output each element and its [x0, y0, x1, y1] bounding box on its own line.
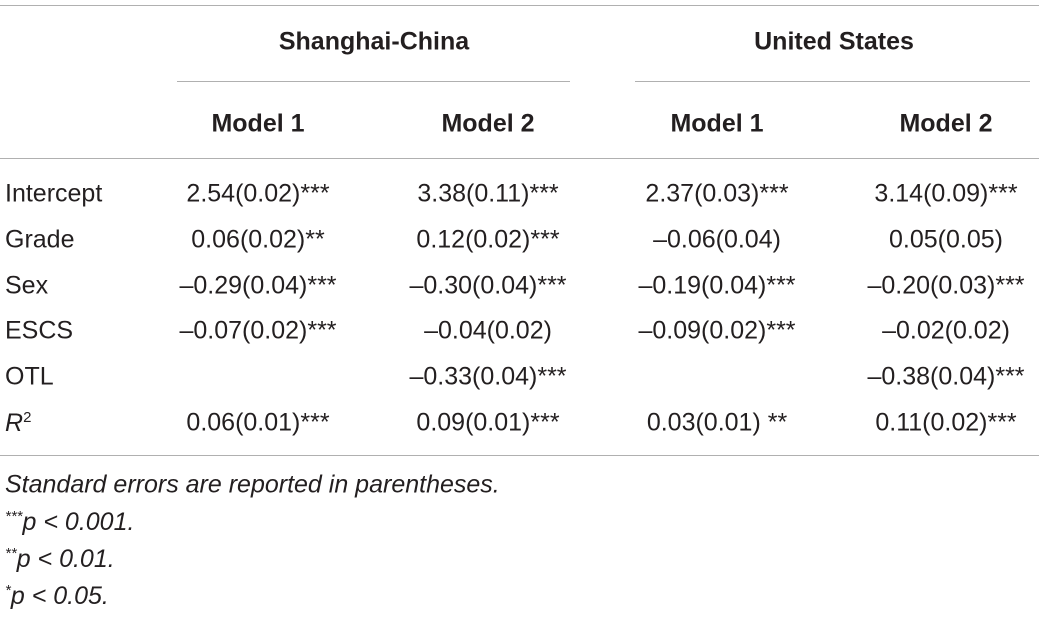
- rule: [0, 5, 1039, 6]
- footnote-text: Standard errors are reported in parenthe…: [5, 470, 500, 499]
- row-label-sup: 2: [23, 409, 32, 426]
- footnote: ***p < 0.001.: [5, 509, 134, 535]
- cell: –0.19(0.04)***: [638, 271, 796, 300]
- model-header: Model 2: [441, 109, 535, 138]
- group-header: United States: [754, 27, 914, 56]
- cell: –0.09(0.02)***: [638, 316, 796, 345]
- cell: –0.20(0.03)***: [867, 271, 1025, 300]
- footnote: *p < 0.05.: [5, 583, 109, 609]
- rule: [0, 158, 1039, 159]
- cell: –0.33(0.04)***: [409, 362, 567, 391]
- cell: 2.37(0.03)***: [645, 179, 789, 208]
- row-label: R2: [5, 410, 31, 436]
- cell: 3.38(0.11)***: [417, 179, 559, 208]
- rule: [635, 81, 1030, 82]
- cell: –0.29(0.04)***: [179, 271, 337, 300]
- cell: –0.07(0.02)***: [179, 316, 337, 345]
- rule: [0, 455, 1039, 456]
- model-header: Model 1: [670, 109, 764, 138]
- row-label: OTL: [5, 362, 54, 391]
- row-label: ESCS: [5, 316, 74, 345]
- cell: 0.11(0.02)***: [875, 408, 1017, 437]
- cell: 3.14(0.09)***: [874, 179, 1018, 208]
- cell: –0.38(0.04)***: [867, 362, 1025, 391]
- footnote: **p < 0.01.: [5, 546, 115, 572]
- model-header: Model 2: [899, 109, 993, 138]
- row-label-text: Intercept: [5, 179, 103, 208]
- rule: [177, 81, 570, 82]
- model-header: Model 1: [211, 109, 305, 138]
- row-label-text: Grade: [5, 225, 75, 254]
- cell: –0.30(0.04)***: [409, 271, 567, 300]
- group-header: Shanghai-China: [278, 27, 470, 56]
- cell: 0.06(0.02)**: [191, 225, 325, 254]
- row-label-text: OTL: [5, 362, 54, 391]
- cell: 2.54(0.02)***: [186, 179, 330, 208]
- row-label: Sex: [5, 273, 48, 298]
- cell: 0.09(0.01)***: [416, 408, 560, 437]
- footnote-text: p < 0.01.: [16, 545, 115, 573]
- cell: –0.06(0.04): [653, 225, 781, 254]
- cell: 0.03(0.01) **: [646, 408, 788, 437]
- footnote-text: p < 0.05.: [10, 582, 109, 610]
- footnote-mark: ***: [5, 508, 23, 525]
- cell: –0.02(0.02): [882, 316, 1010, 345]
- footnote-mark: **: [5, 545, 17, 562]
- row-label: Grade: [5, 227, 74, 252]
- cell: 0.05(0.05): [889, 225, 1003, 254]
- footnote: Standard errors are reported in parenthe…: [5, 470, 500, 499]
- row-label: Intercept: [5, 179, 103, 208]
- row-label-text: R: [5, 409, 24, 437]
- cell: –0.04(0.02): [424, 316, 552, 345]
- cell: 0.06(0.01)***: [186, 408, 330, 437]
- footnote-mark: *: [5, 582, 11, 599]
- row-label-text: Sex: [5, 271, 49, 300]
- footnote-text: p < 0.001.: [22, 508, 135, 536]
- cell: 0.12(0.02)***: [416, 225, 560, 254]
- row-label-text: ESCS: [5, 316, 74, 345]
